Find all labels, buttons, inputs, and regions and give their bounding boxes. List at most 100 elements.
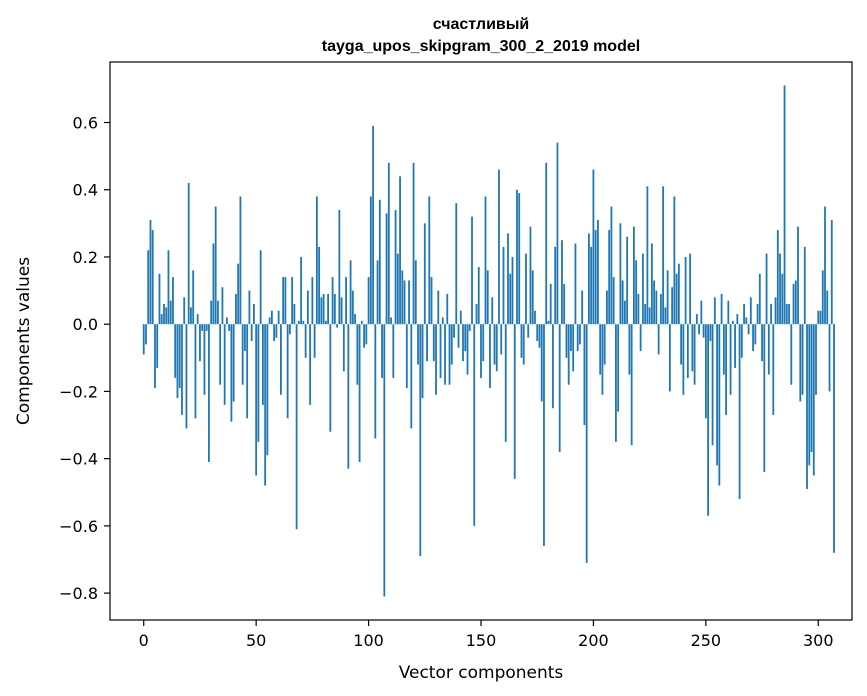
bar-271	[752, 324, 754, 352]
bar-222	[641, 253, 644, 325]
bar-54	[264, 324, 267, 486]
chart-title-line-2: tayga_upos_skipgram_300_2_2019 model	[322, 38, 640, 55]
bar-142	[462, 324, 464, 362]
bar-97	[360, 320, 363, 325]
bar-88	[340, 297, 343, 325]
y-tick-label: 0.6	[73, 114, 98, 133]
bar-5	[154, 324, 156, 389]
bar-126	[426, 324, 428, 362]
bar-63	[284, 277, 287, 325]
bar-46	[246, 324, 249, 419]
bar-103	[374, 324, 377, 439]
bar-296	[808, 324, 811, 466]
bar-71	[302, 320, 305, 325]
bar-224	[646, 186, 649, 325]
bar-167	[518, 193, 521, 325]
bar-203	[599, 324, 602, 375]
bar-9	[163, 304, 165, 325]
bar-13	[172, 277, 174, 325]
bar-42	[237, 263, 240, 325]
bar-300	[817, 310, 820, 325]
bar-33	[217, 300, 219, 325]
bar-289	[792, 283, 795, 325]
bar-131	[437, 290, 440, 325]
bar-17	[181, 324, 183, 415]
bar-129	[432, 324, 435, 362]
bar-55	[266, 324, 269, 456]
y-tick-label: −0.4	[59, 450, 98, 469]
bar-145	[468, 324, 471, 331]
bar-275	[761, 324, 763, 362]
bar-248	[700, 300, 703, 325]
y-axis-label: Components values	[14, 257, 34, 425]
bar-302	[821, 270, 824, 325]
bar-266	[740, 324, 743, 358]
bar-258	[722, 324, 725, 375]
bar-236	[673, 196, 676, 325]
bar-116	[403, 280, 406, 325]
bar-149	[477, 267, 480, 325]
bar-274	[758, 273, 761, 325]
bar-174	[534, 310, 536, 325]
bar-66	[291, 277, 294, 325]
bar-111	[392, 324, 395, 378]
bar-216	[628, 324, 631, 375]
x-tick-label: 50	[246, 631, 266, 650]
bar-53	[262, 324, 264, 405]
bar-244	[691, 324, 694, 372]
bar-217	[630, 324, 633, 446]
bar-298	[812, 324, 815, 476]
bar-270	[749, 297, 752, 325]
bar-106	[381, 324, 383, 378]
bar-124	[421, 324, 424, 399]
bar-201	[594, 230, 597, 325]
bar-58	[273, 324, 276, 341]
bar-136	[448, 324, 451, 385]
y-tick-label: 0.2	[73, 248, 98, 267]
bar-254	[713, 297, 716, 325]
bar-280	[772, 324, 775, 415]
bar-188	[565, 324, 568, 358]
bar-261	[729, 324, 732, 395]
bar-89	[342, 324, 345, 372]
x-tick-label: 150	[466, 631, 497, 650]
bar-148	[475, 304, 478, 325]
bar-237	[675, 273, 678, 325]
bar-37	[226, 317, 228, 325]
bar-87	[338, 209, 341, 325]
bar-24	[196, 314, 199, 325]
bar-307	[833, 324, 835, 553]
bar-158	[498, 169, 500, 325]
bar-91	[347, 324, 350, 469]
y-tick-label: −0.8	[59, 584, 98, 603]
bar-74	[309, 324, 312, 405]
bar-220	[637, 293, 640, 325]
bar-65	[288, 324, 291, 335]
bar-144	[466, 324, 469, 375]
bar-11	[167, 250, 170, 325]
bar-31	[212, 243, 215, 325]
bar-227	[653, 280, 656, 325]
bar-191	[572, 324, 575, 372]
bar-195	[581, 290, 584, 325]
bar-260	[727, 300, 730, 325]
bar-226	[650, 243, 653, 325]
bar-151	[482, 324, 485, 362]
x-tick-label: 200	[578, 631, 609, 650]
bar-171	[527, 324, 530, 338]
x-tick-label: 0	[139, 631, 149, 650]
bar-176	[538, 324, 541, 348]
bar-299	[815, 324, 817, 395]
bar-138	[453, 324, 455, 338]
bar-18	[183, 297, 186, 325]
bar-32	[214, 206, 217, 325]
bar-278	[767, 324, 770, 375]
bar-139	[455, 203, 458, 325]
bar-127	[428, 196, 431, 325]
bar-272	[754, 324, 757, 345]
x-tick-label: 300	[803, 631, 834, 650]
bar-73	[306, 290, 309, 325]
bar-179	[545, 162, 548, 325]
bar-159	[500, 324, 503, 355]
bar-231	[662, 186, 665, 325]
